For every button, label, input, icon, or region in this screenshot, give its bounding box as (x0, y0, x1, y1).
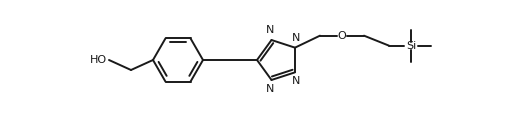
Text: N: N (266, 84, 275, 94)
Text: N: N (292, 76, 300, 86)
Text: N: N (266, 25, 275, 35)
Text: HO: HO (90, 55, 107, 65)
Text: Si: Si (406, 41, 416, 51)
Text: O: O (337, 31, 346, 41)
Text: N: N (292, 33, 300, 43)
